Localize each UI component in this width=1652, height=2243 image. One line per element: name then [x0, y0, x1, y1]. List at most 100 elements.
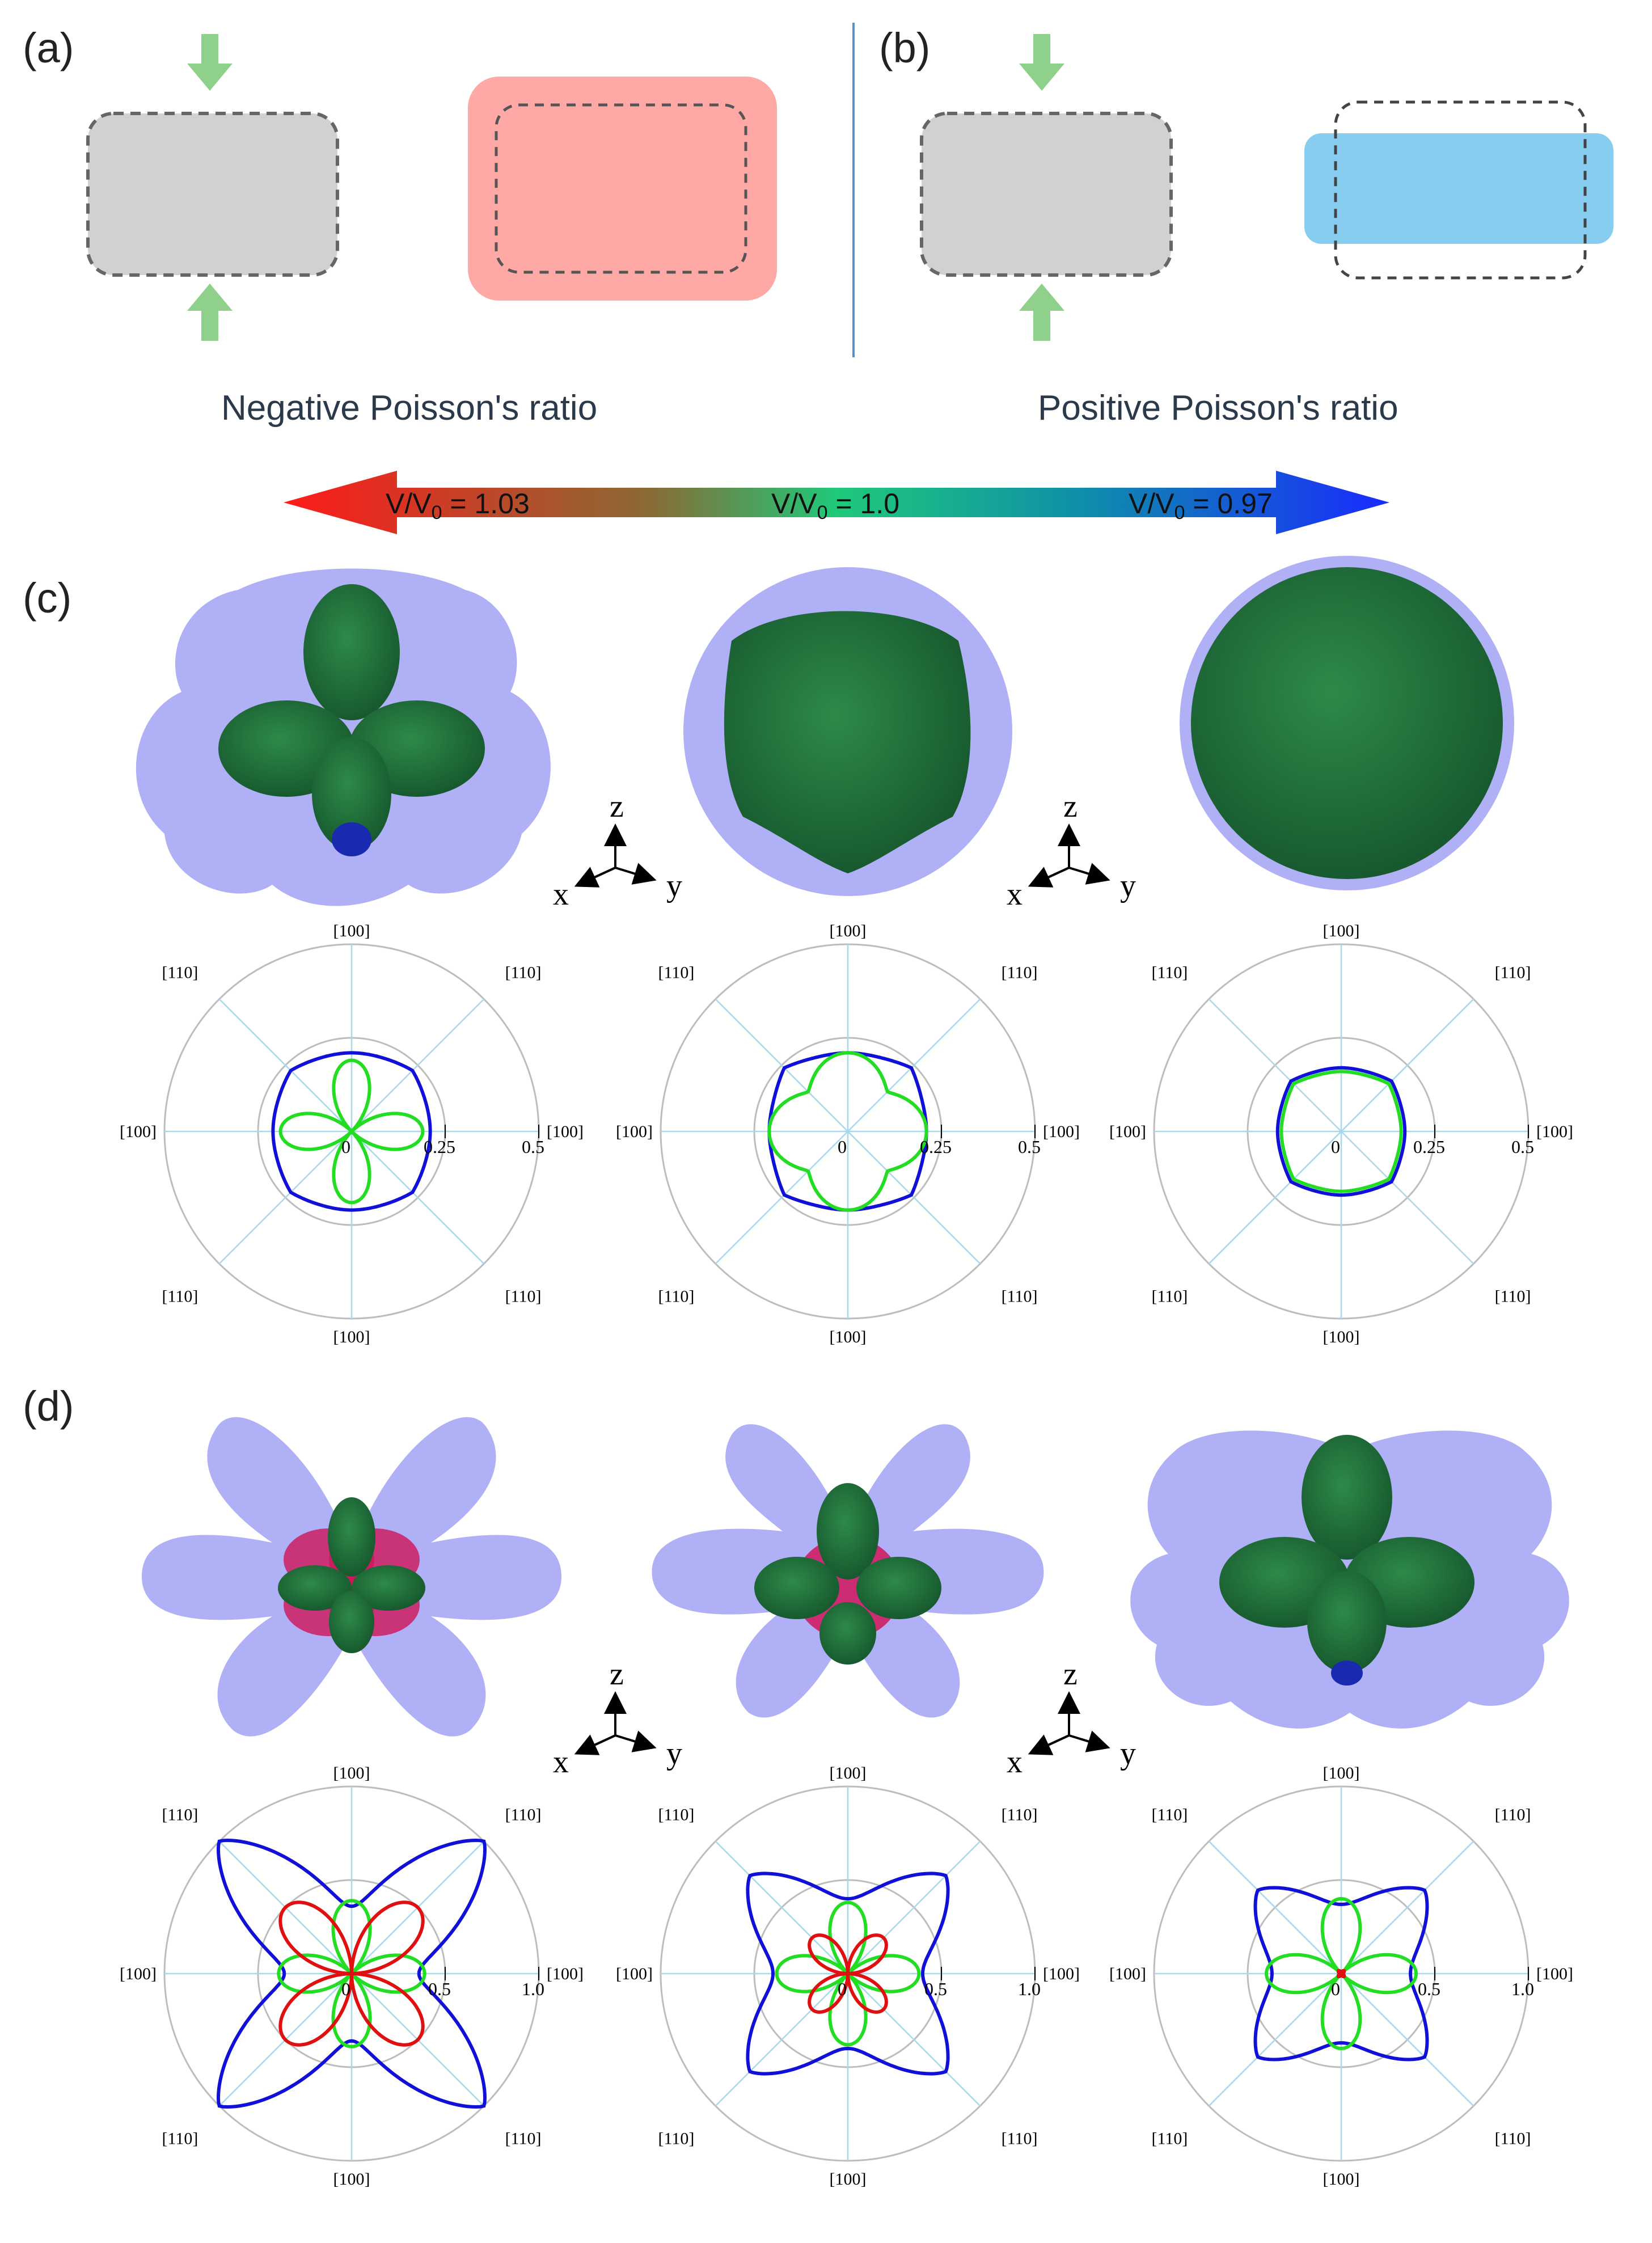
direction-label: [100]	[1323, 922, 1360, 940]
tick-label: 1.0	[1511, 1979, 1534, 1999]
surface-c1	[136, 568, 551, 906]
polar-chart-d2: 0 0.5 1.0[100][100][100] [100][110] [110][11…	[616, 1764, 1080, 2189]
svg-text:x: x	[1007, 877, 1023, 912]
direction-label: [110]	[162, 963, 198, 982]
direction-label: [100]	[616, 1122, 653, 1141]
svg-text:x: x	[1007, 1744, 1023, 1780]
direction-label: [100]	[1323, 2170, 1360, 2189]
tick-label: 0	[341, 1979, 350, 1999]
direction-label: [110]	[505, 1287, 542, 1306]
polar-charts: 0 0.25 0.5[100][100][100] [100][110] [110][1…	[120, 922, 1573, 2189]
panel-label-a: (a)	[23, 24, 74, 71]
compression-arrow-top-b	[1019, 34, 1064, 91]
direction-label: [100]	[830, 1764, 867, 1782]
volume-scale-bar: V/V0 = 1.03 V/V0 = 1.0 V/V0 = 0.97	[284, 471, 1389, 534]
tick-label: 0.25	[424, 1137, 455, 1157]
tick-label: 0.5	[1511, 1137, 1534, 1157]
tick-label: 0.25	[920, 1137, 952, 1157]
blue-curve	[216, 1838, 487, 2109]
conventional-result-box	[1304, 133, 1613, 244]
direction-label: [100]	[120, 1965, 157, 1983]
green-curve	[1264, 1896, 1418, 2051]
direction-label: [110]	[1002, 963, 1038, 982]
direction-label: [110]	[1152, 1287, 1188, 1306]
green-curve	[278, 1058, 425, 1205]
svg-text:y: y	[666, 868, 682, 903]
direction-label: [110]	[1152, 1805, 1188, 1824]
direction-label: [100]	[1109, 1122, 1146, 1141]
direction-label: [110]	[658, 2130, 695, 2148]
polar-chart-c2: 0 0.25 0.5[100][100][100] [100][110] [110][1…	[616, 922, 1080, 1346]
surface-c3	[1180, 556, 1514, 890]
direction-label: [100]	[1536, 1122, 1573, 1141]
direction-label: [110]	[1152, 2130, 1188, 2148]
green-curve	[1279, 1070, 1403, 1193]
polar-chart-c3: 0 0.25 0.5[100][100][100] [100][110] [110][1…	[1109, 922, 1573, 1346]
direction-label: [110]	[658, 1805, 695, 1824]
svg-text:x: x	[553, 1744, 569, 1780]
blue-curve	[746, 1872, 950, 2076]
spoke	[1208, 998, 1474, 1265]
tick-label: 0.5	[522, 1137, 544, 1157]
scale-label-right: V/V0 = 0.97	[1129, 488, 1273, 523]
axis-glyph-d-right: z y x	[1007, 1657, 1136, 1780]
red-curve	[1337, 1969, 1346, 1978]
svg-text:y: y	[1120, 1736, 1136, 1771]
svg-text:y: y	[1120, 868, 1136, 903]
direction-label: [100]	[547, 1122, 584, 1141]
svg-text:z: z	[610, 789, 624, 824]
direction-label: [100]	[547, 1965, 584, 1983]
tick-label: 0	[341, 1137, 350, 1157]
direction-label: [110]	[1495, 963, 1531, 982]
polar-chart-d3: 0 0.5 1.0[100][100][100] [100][110] [110][11…	[1109, 1764, 1573, 2189]
direction-label: [110]	[505, 1805, 542, 1824]
blue-curve	[271, 1051, 432, 1212]
red-curve	[278, 1900, 425, 2047]
original-box-a	[86, 112, 339, 277]
spoke	[715, 998, 981, 1265]
direction-label: [110]	[1495, 2130, 1531, 2148]
direction-label: [100]	[333, 2170, 370, 2189]
surface-c2	[683, 567, 1012, 896]
direction-label: [110]	[162, 2130, 198, 2148]
svg-text:z: z	[1063, 789, 1078, 824]
panel-label-c: (c)	[23, 575, 71, 622]
scale-label-left: V/V0 = 1.03	[386, 488, 530, 523]
compression-arrow-bottom-a	[187, 284, 233, 341]
panel-label-b: (b)	[879, 24, 930, 71]
direction-label: [110]	[1002, 2130, 1038, 2148]
direction-label: [100]	[120, 1122, 157, 1141]
direction-label: [110]	[658, 1287, 695, 1306]
direction-label: [110]	[1152, 963, 1188, 982]
tick-label: 0.25	[1413, 1137, 1445, 1157]
panel-label-d: (d)	[23, 1383, 74, 1430]
polar-chart-c1: 0 0.25 0.5[100][100][100] [100][110] [110][1…	[120, 922, 584, 1346]
direction-label: [100]	[1043, 1965, 1080, 1983]
svg-text:y: y	[666, 1736, 682, 1771]
direction-label: [100]	[1043, 1122, 1080, 1141]
direction-label: [110]	[505, 963, 542, 982]
direction-label: [110]	[1002, 1805, 1038, 1824]
auxetic-result-box	[468, 77, 777, 301]
surface-d3	[1130, 1430, 1569, 1729]
axis-glyph-c-right: z y x	[1007, 789, 1136, 912]
tick-label: 0	[1331, 1137, 1340, 1157]
direction-label: [110]	[1002, 1287, 1038, 1306]
direction-label: [100]	[333, 1764, 370, 1782]
svg-text:z: z	[610, 1657, 624, 1692]
svg-text:z: z	[1063, 1657, 1078, 1692]
compression-arrow-top-a	[187, 34, 233, 91]
blue-curve	[1275, 1066, 1407, 1197]
direction-label: [100]	[830, 2170, 867, 2189]
tick-label: 0.5	[1418, 1979, 1440, 1999]
green-curve	[775, 1900, 921, 2047]
green-curve	[767, 1051, 928, 1212]
tick-label: 0.5	[428, 1979, 451, 1999]
tick-label: 0	[1331, 1979, 1340, 1999]
red-curve	[808, 1933, 888, 2014]
direction-label: [110]	[162, 1287, 198, 1306]
direction-label: [100]	[830, 922, 867, 940]
green-curve	[277, 1899, 426, 2048]
caption-negative-poisson: Negative Poisson's ratio	[221, 388, 597, 428]
tick-label: 1.0	[522, 1979, 544, 1999]
